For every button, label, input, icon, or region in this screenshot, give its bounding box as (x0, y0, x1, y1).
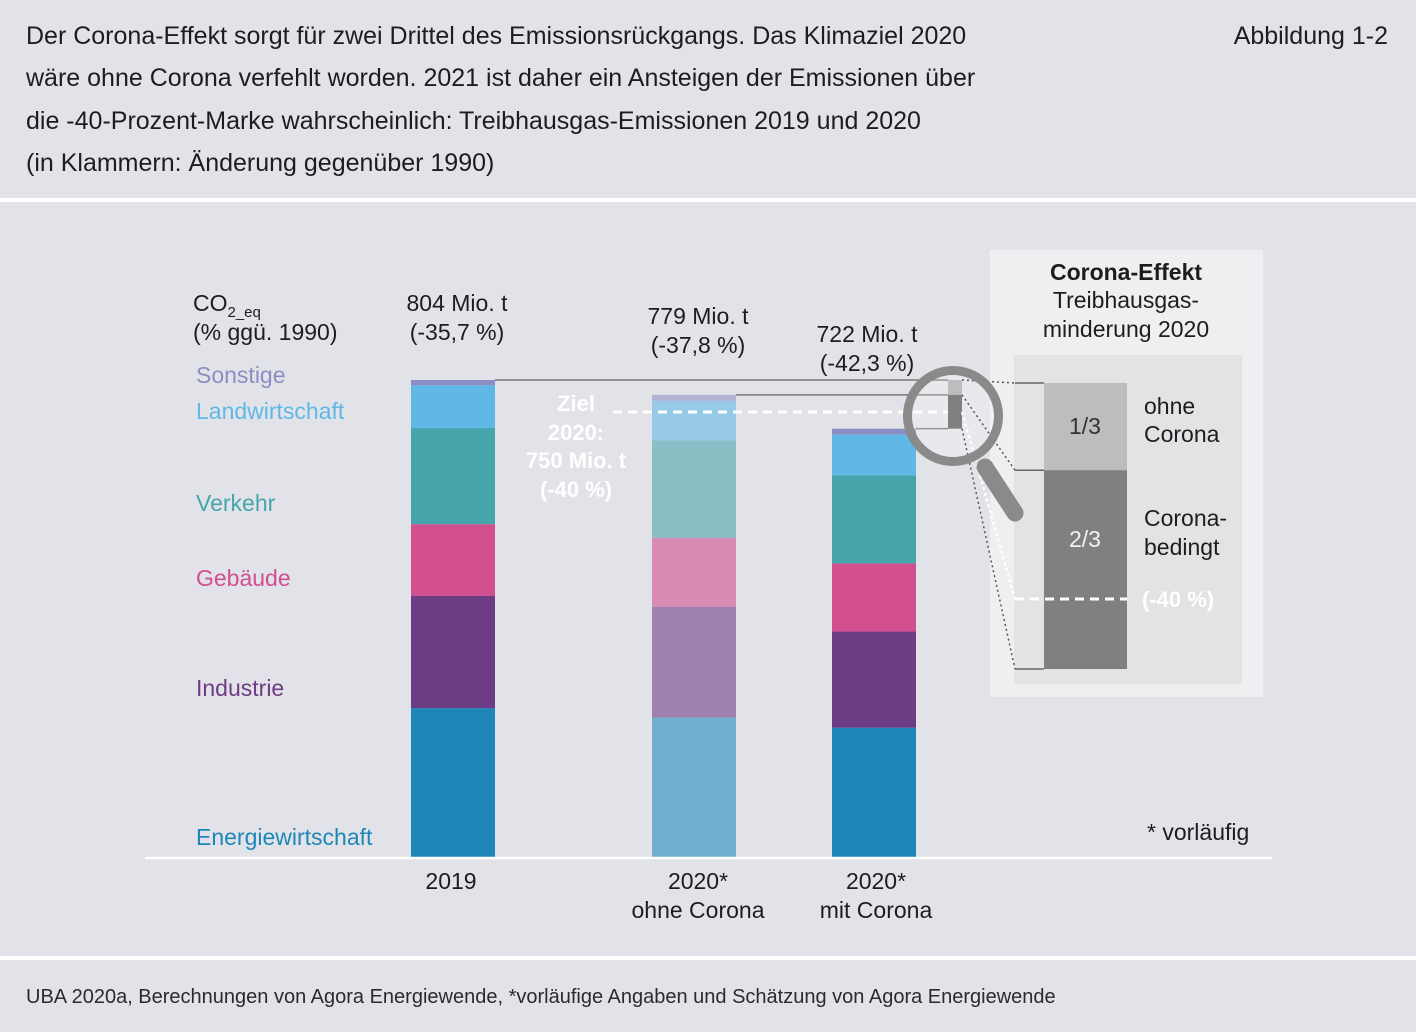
magnified-difference-bar (948, 380, 962, 429)
legend-label-verkehr: Verkehr (196, 490, 276, 516)
inset-link-lines (960, 379, 1044, 670)
bar-segment-2020-mit-corona-landwirtschaft (832, 434, 916, 476)
bar-segment-2020-mit-corona-industrie (832, 631, 916, 728)
category-label-2020-mit-corona-scenario: mit Corona (820, 897, 933, 923)
bar-segment-2020-mit-corona-gebaude (832, 563, 916, 632)
source-note: UBA 2020a, Berechnungen von Agora Energi… (26, 986, 1056, 1008)
bar-segment-2020-ohne-corona-gebaude (652, 537, 736, 607)
magnifier-handle (976, 458, 1024, 522)
inset-desc-corona-bedingt: Corona- (1144, 505, 1227, 531)
bar-segment-2019-landwirtschaft (411, 385, 495, 429)
bar-segment-2020-ohne-corona-energiewirtschaft (652, 717, 736, 857)
total-label-2020-mit-corona: 722 Mio. t (817, 321, 919, 347)
category-label-2020-ohne-corona-year: 2020* (668, 868, 728, 894)
figure-number: Abbildung 1-2 (1233, 22, 1388, 50)
inset-share-label-ohne-corona: 1/3 (1069, 413, 1101, 439)
category-label-2020-mit-corona-year: 2020* (846, 868, 906, 894)
inset-subtitle-line: minderung 2020 (1043, 316, 1209, 342)
target-label-line: 2020: (548, 420, 604, 445)
title-line: (in Klammern: Änderung gegenüber 1990) (26, 148, 495, 177)
change-label-2019: (-35,7 %) (410, 319, 505, 345)
title-line: die -40-Prozent-Marke wahrscheinlich: Tr… (26, 106, 921, 135)
bar-segment-2019-gebaude (411, 524, 495, 596)
total-label-2019: 804 Mio. t (407, 290, 509, 316)
legend-label-gebaeude: Gebäude (196, 565, 291, 591)
bar-segment-2019-sonstige (411, 380, 495, 386)
category-label-2019: 2019 (425, 868, 476, 894)
footnote: * vorläufig (1147, 819, 1249, 845)
legend-label-landwirtschaft: Landwirtschaft (196, 398, 345, 424)
top-divider (0, 198, 1416, 202)
inset-target-label: (-40 %) (1142, 587, 1214, 612)
bottom-divider (0, 956, 1416, 960)
link-line-target (960, 411, 1017, 600)
change-label-2020-ohne-corona: (-37,8 %) (651, 332, 746, 358)
magnifier-icon (903, 366, 1024, 522)
bar-segment-2020-ohne-corona-industrie (652, 606, 736, 718)
target-label-line: (-40 %) (540, 477, 612, 502)
legend-label-energiewirtschaft: Energiewirtschaft (196, 824, 373, 850)
change-label-2020-mit-corona: (-42,3 %) (820, 350, 915, 376)
y-axis-label-subscript: 2_eq (228, 304, 261, 321)
bar-segment-2020-ohne-corona-sonstige (652, 394, 736, 401)
bar-segment-2020-mit-corona-verkehr (832, 475, 916, 564)
bar-segment-2020-mit-corona-energiewirtschaft (832, 727, 916, 857)
target-label-line: 750 Mio. t (526, 448, 627, 473)
title-line: Der Corona-Effekt sorgt für zwei Drittel… (26, 22, 967, 50)
bar-segment-2020-ohne-corona-verkehr (652, 440, 736, 538)
bar-segment-2019-energiewirtschaft (411, 708, 495, 857)
bar-segment-2020-mit-corona-sonstige (832, 428, 916, 435)
bar-segment-2020-ohne-corona-landwirtschaft (652, 400, 736, 441)
link-line-bottom (961, 428, 1016, 670)
inset-bar-ohne-corona (1044, 383, 1127, 471)
magnifier-ring (903, 366, 1003, 466)
y-axis-label-base: CO (193, 290, 228, 316)
inset-title: Corona-Effekt (1050, 259, 1202, 285)
magnified-bar-corona-bedingt (948, 394, 962, 429)
y-axis-label: CO2_eq (193, 290, 261, 321)
inset-desc-corona-bedingt: bedingt (1144, 534, 1220, 560)
link-line-split (961, 394, 1016, 471)
inset-bar-corona-bedingt (1044, 470, 1127, 669)
y-axis-unit: (% ggü. 1990) (193, 319, 337, 345)
target-label-line: Ziel (557, 391, 595, 416)
bar-segment-2019-industrie (411, 595, 495, 709)
bar-segment-2019-verkehr (411, 428, 495, 525)
legend-label-sonstige: Sonstige (196, 362, 286, 388)
legend-label-industrie: Industrie (196, 675, 284, 701)
inset-desc-ohne-corona: Corona (1144, 421, 1220, 447)
category-label-2020-ohne-corona-scenario: ohne Corona (632, 897, 765, 923)
inset-desc-ohne-corona: ohne (1144, 393, 1195, 419)
figure-title: Der Corona-Effekt sorgt für zwei Drittel… (26, 15, 975, 184)
title-line: wäre ohne Corona verfehlt worden. 2021 i… (26, 64, 976, 93)
inset-bar (1015, 383, 1127, 669)
inset-subtitle-line: Treibhausgas- (1053, 287, 1199, 313)
stacked-bars (411, 380, 916, 857)
total-label-2020-ohne-corona: 779 Mio. t (648, 303, 750, 329)
magnified-bar-ohne-corona (948, 380, 962, 395)
inset-share-label-corona-bedingt: 2/3 (1069, 526, 1101, 552)
